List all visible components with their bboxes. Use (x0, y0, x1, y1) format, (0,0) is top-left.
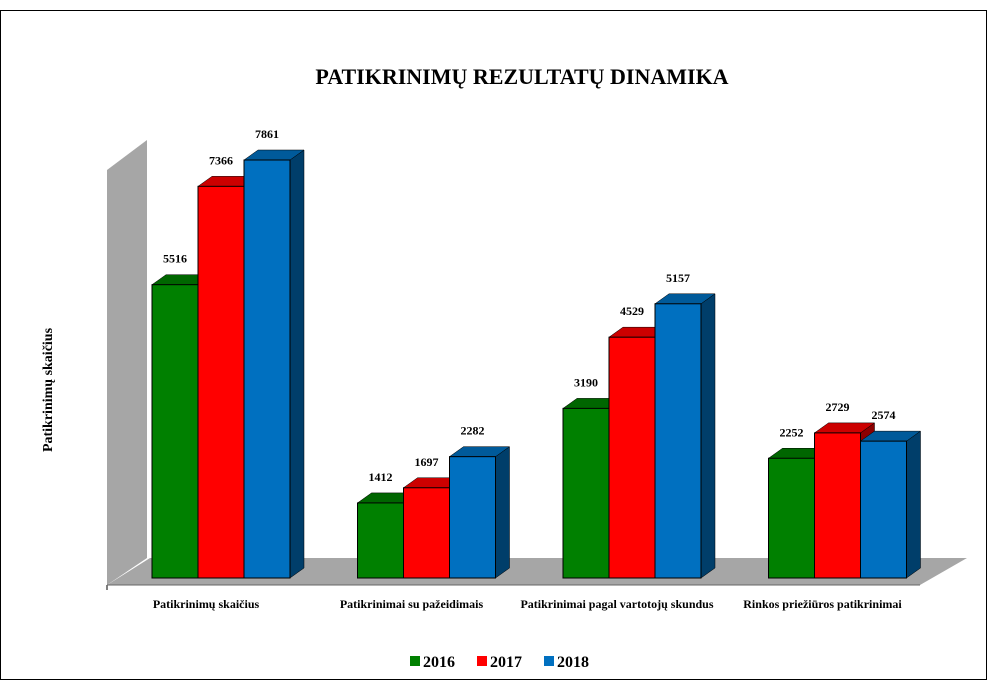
value-label: 1697 (415, 455, 439, 469)
value-label: 5157 (666, 271, 690, 285)
legend-label: 2016 (423, 654, 455, 671)
legend-swatch (410, 656, 420, 666)
bar-side (906, 430, 921, 579)
back-wall (107, 140, 147, 585)
bar (768, 457, 815, 579)
x-tick-label: Patikrinimai pagal vartotojų skundus (520, 597, 714, 611)
bar (243, 159, 291, 579)
legend-label: 2017 (490, 654, 522, 671)
bar-side (495, 446, 510, 579)
bar (654, 303, 702, 579)
bar (449, 456, 496, 579)
legend-label: 2018 (557, 654, 589, 671)
x-tick-label: Patikrinimai su pažeidimais (339, 597, 484, 611)
y-axis-label: Patikrinimų skaičius (41, 327, 56, 452)
legend-swatch (544, 656, 554, 666)
bar-side (289, 149, 305, 579)
value-label: 2574 (872, 408, 896, 422)
bar (357, 502, 404, 579)
bar (814, 432, 861, 579)
x-tick-label: Patikrinimų skaičius (152, 597, 260, 611)
chart-title: PATIKRINIMŲ REZULTATŲ DINAMIKA (315, 64, 728, 89)
bar-side (700, 293, 716, 579)
value-label: 3190 (574, 375, 598, 389)
legend-swatch (477, 656, 487, 666)
bar (562, 407, 610, 579)
value-label: 7366 (209, 153, 233, 167)
x-tick-label: Rinkos priežiūros patikrinimai (743, 597, 902, 611)
bar (608, 336, 656, 579)
value-label: 7861 (255, 127, 279, 141)
bar (403, 487, 450, 579)
bar (151, 284, 199, 579)
value-label: 2729 (826, 400, 850, 414)
bar (860, 440, 907, 579)
floor (107, 558, 967, 585)
bar (197, 185, 245, 579)
value-label: 1412 (369, 470, 393, 484)
value-label: 5516 (163, 252, 187, 266)
value-label: 2282 (461, 424, 485, 438)
value-label: 2252 (780, 425, 804, 439)
value-label: 4529 (620, 304, 644, 318)
